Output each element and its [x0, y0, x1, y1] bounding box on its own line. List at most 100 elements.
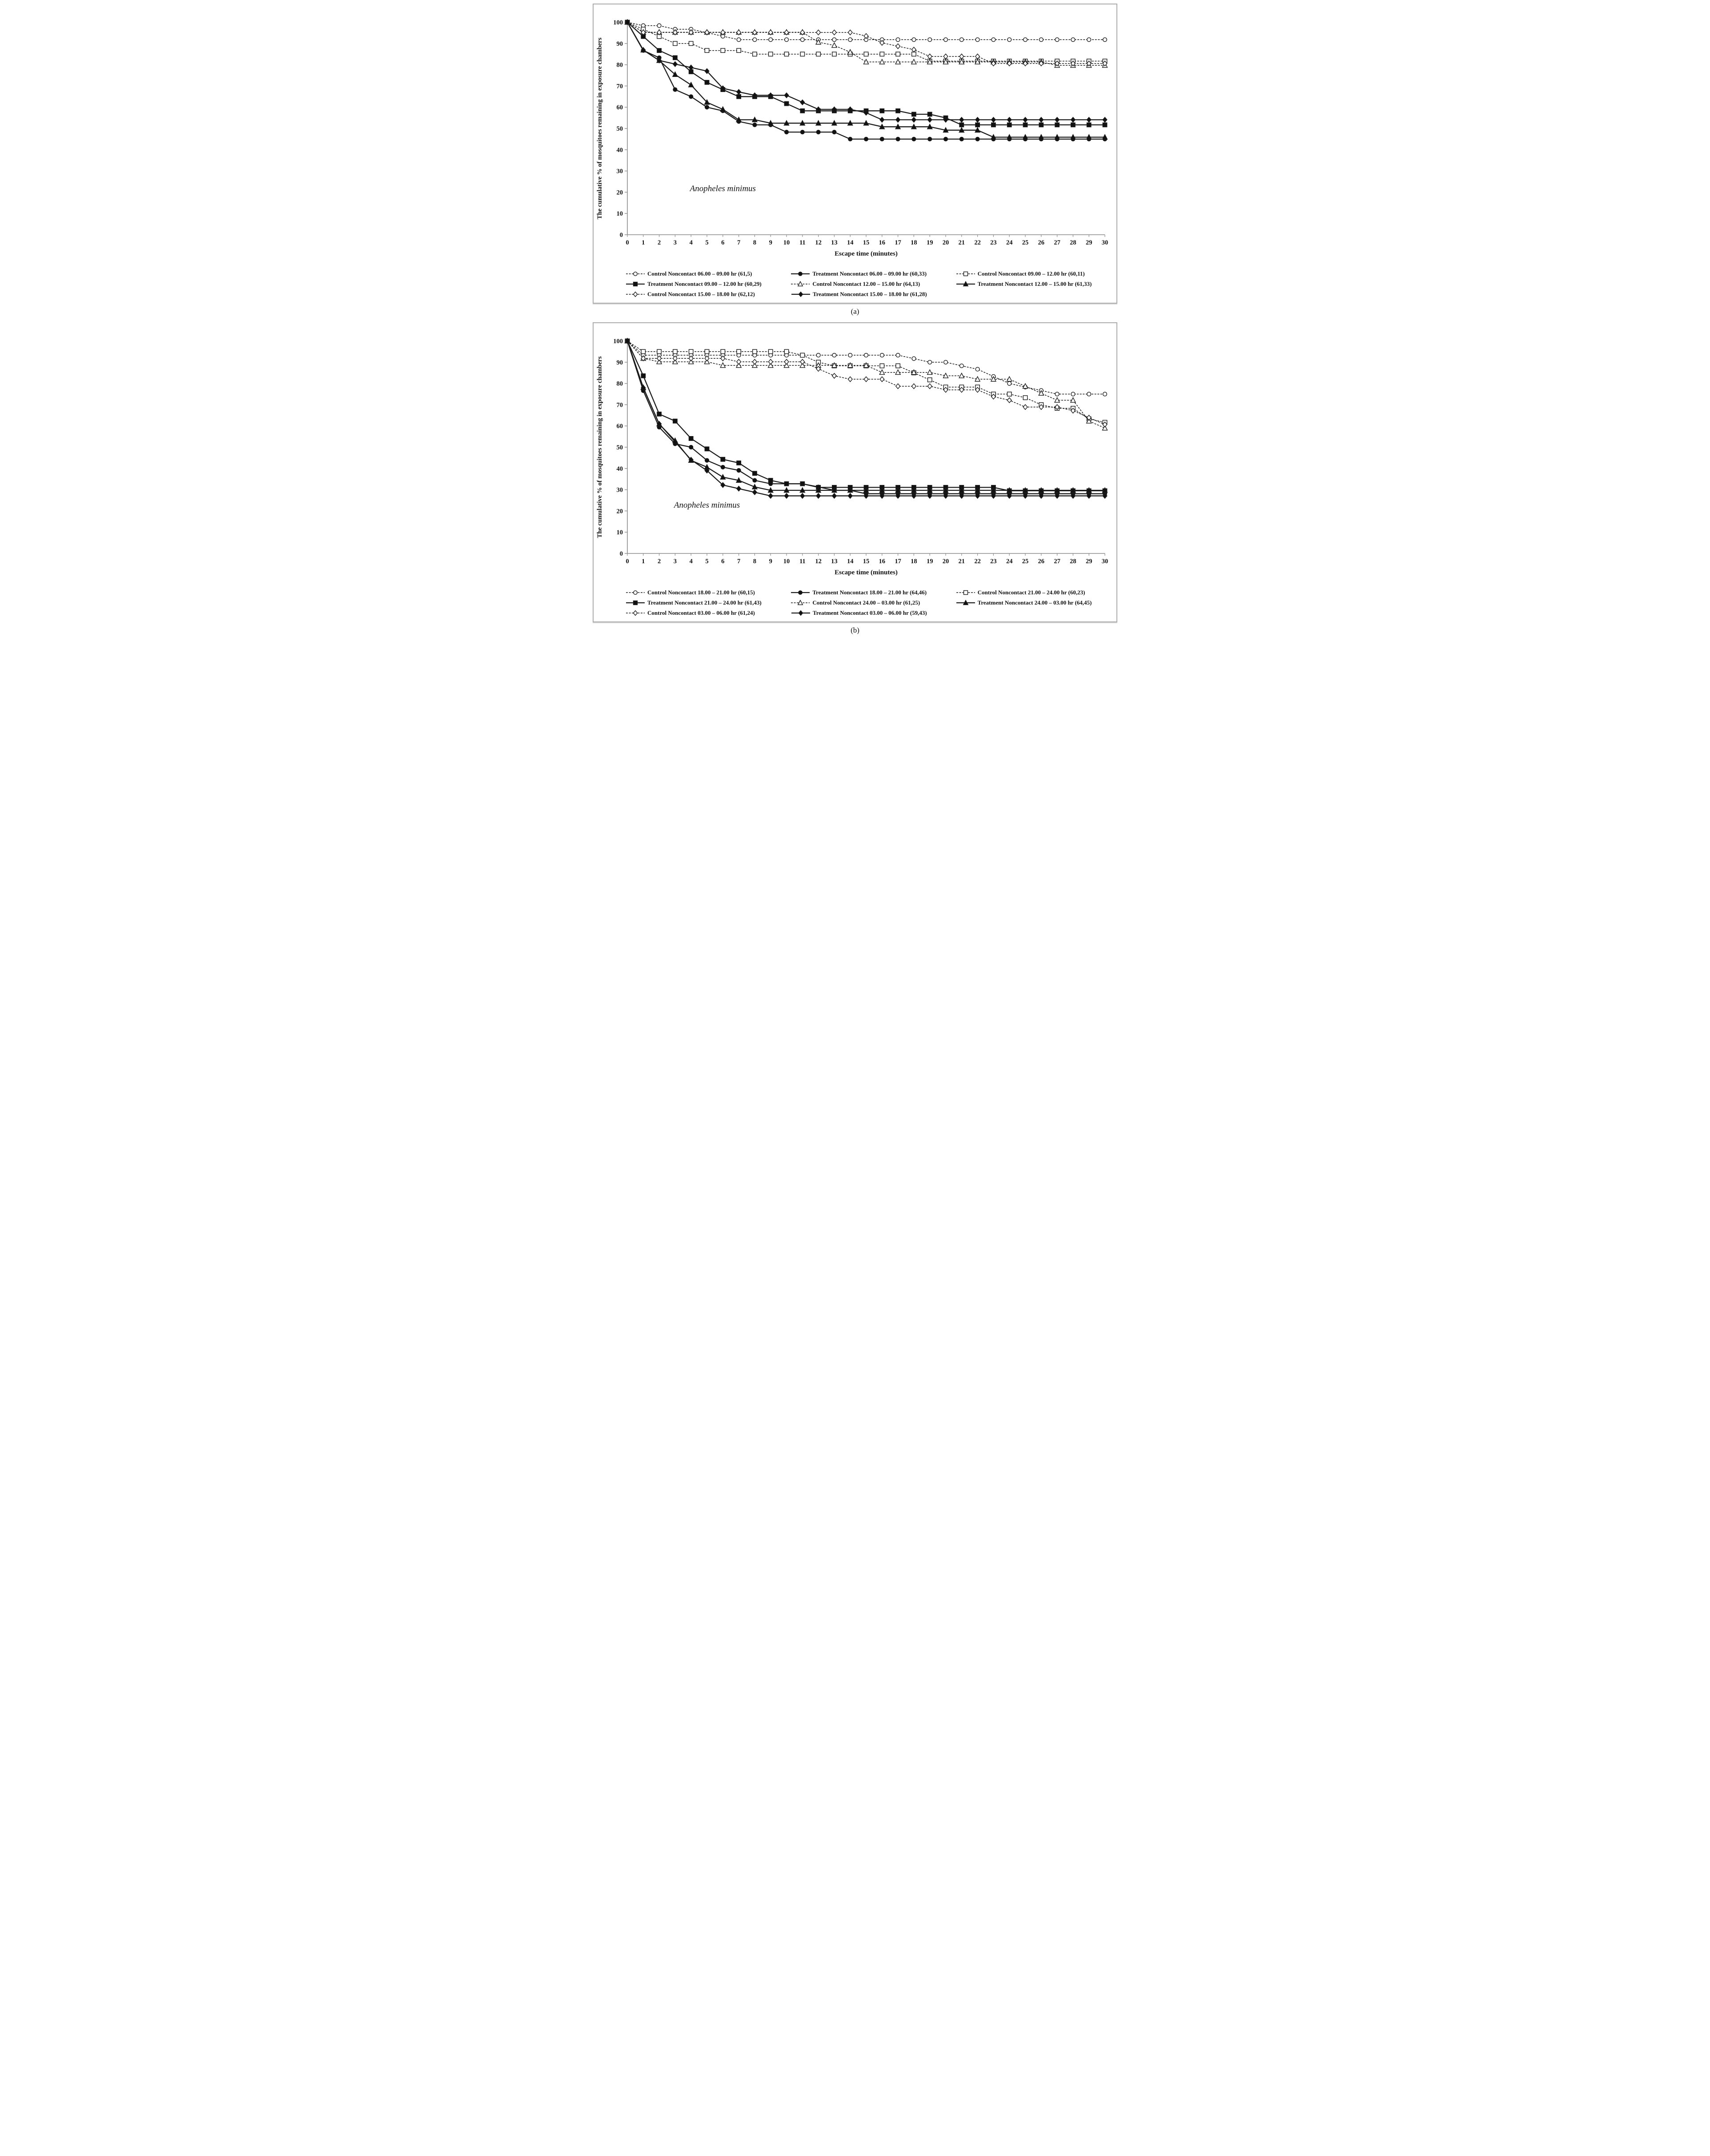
- open-square-marker-icon: [752, 52, 757, 57]
- open-square-marker-icon: [895, 52, 900, 57]
- x-tick-label: 24: [1006, 558, 1013, 565]
- filled-circle-marker-icon: [720, 465, 725, 470]
- filled-triangle-marker-icon: [959, 127, 965, 133]
- filled-diamond-marker-icon: [768, 92, 773, 99]
- y-tick-label: 80: [617, 381, 623, 388]
- x-axis-title: Escape time (minutes): [835, 250, 898, 257]
- open-triangle-marker-icon: [831, 362, 838, 368]
- filled-triangle-marker-icon: [1102, 134, 1108, 140]
- filled-diamond-marker-icon: [625, 338, 630, 344]
- filled-diamond-marker-icon: [895, 493, 901, 499]
- legend-item: Control Noncontact 03.00 – 06.00 hr (61,…: [626, 608, 791, 618]
- filled-triangle-marker-icon: [720, 473, 726, 480]
- y-tick-label: 70: [617, 83, 623, 90]
- filled-diamond-marker-icon: [784, 493, 789, 499]
- open-circle-marker-icon: [1102, 37, 1108, 42]
- filled-triangle-marker-icon: [863, 120, 869, 126]
- filled-circle-marker-icon: [832, 130, 837, 135]
- open-diamond-marker-icon: [784, 359, 789, 365]
- open-diamond-marker-icon: [831, 29, 837, 36]
- filled-diamond-marker-icon: [815, 493, 821, 499]
- filled-square-marker-icon: [1102, 122, 1108, 128]
- filled-triangle-marker-icon: [963, 599, 969, 605]
- x-tick-label: 11: [799, 558, 806, 565]
- open-circle-marker-icon: [959, 363, 964, 369]
- filled-diamond-marker-icon: [847, 493, 853, 499]
- filled-square-marker-icon: [768, 478, 773, 483]
- species-label: Anopheles minimus: [673, 501, 740, 510]
- open-circle-marker-icon: [927, 37, 932, 42]
- legend-swatch-filled-circle: [791, 271, 810, 276]
- legend-swatch-open-circle: [626, 271, 645, 276]
- filled-circle-marker-icon: [689, 94, 694, 99]
- filled-diamond-marker-icon: [688, 64, 694, 71]
- filled-triangle-marker-icon: [963, 281, 969, 286]
- x-tick-label: 16: [879, 239, 886, 246]
- legend-swatch-filled-diamond: [791, 610, 810, 616]
- legend-swatch-open-diamond: [626, 291, 645, 297]
- open-diamond-marker-icon: [1054, 404, 1060, 410]
- open-triangle-marker-icon: [927, 369, 933, 375]
- x-tick-label: 5: [705, 239, 708, 246]
- filled-square-marker-icon: [1023, 122, 1028, 128]
- x-tick-label: 15: [863, 239, 870, 246]
- filled-diamond-marker-icon: [1023, 116, 1028, 123]
- open-diamond-marker-icon: [1102, 60, 1108, 67]
- filled-triangle-marker-icon: [799, 120, 806, 126]
- legend-label: Treatment Noncontact 18.00 – 21.00 hr (6…: [812, 589, 927, 596]
- y-tick-label: 100: [613, 338, 623, 345]
- x-tick-label: 18: [911, 558, 917, 565]
- open-diamond-marker-icon: [736, 359, 742, 365]
- open-diamond-marker-icon: [800, 359, 805, 365]
- legend-swatch-filled-triangle: [956, 281, 975, 286]
- filled-diamond-marker-icon: [768, 493, 773, 499]
- filled-triangle-marker-icon: [1038, 487, 1044, 493]
- x-tick-label: 4: [690, 558, 693, 565]
- x-tick-label: 21: [959, 239, 965, 246]
- legend-item: Control Noncontact 09.00 – 12.00 hr (60,…: [956, 268, 1116, 279]
- filled-triangle-marker-icon: [1086, 487, 1092, 493]
- x-tick-label: 17: [895, 239, 901, 246]
- y-axis-title: The cumulative % of mosquitoes remaining…: [596, 37, 603, 219]
- open-diamond-marker-icon: [959, 53, 964, 60]
- filled-circle-marker-icon: [863, 136, 869, 141]
- legend-row: Treatment Noncontact 21.00 – 24.00 hr (6…: [626, 597, 1116, 608]
- legend-label: Treatment Noncontact 15.00 – 18.00 hr (6…: [813, 291, 927, 297]
- open-triangle-marker-icon: [1022, 383, 1028, 389]
- open-triangle-marker-icon: [943, 58, 949, 64]
- filled-diamond-marker-icon: [688, 457, 694, 463]
- filled-circle-marker-icon: [784, 130, 789, 135]
- legend-label: Control Noncontact 21.00 – 24.00 hr (60,…: [977, 589, 1085, 596]
- open-circle-marker-icon: [943, 360, 948, 365]
- filled-square-marker-icon: [633, 281, 638, 286]
- filled-diamond-marker-icon: [1039, 493, 1044, 499]
- x-tick-label: 3: [674, 558, 677, 565]
- filled-triangle-marker-icon: [1070, 134, 1076, 140]
- open-diamond-marker-icon: [927, 53, 932, 60]
- legend-label: Control Noncontact 06.00 – 09.00 hr (61,…: [647, 270, 752, 277]
- legend-row: Control Noncontact 03.00 – 06.00 hr (61,…: [626, 608, 1116, 618]
- filled-diamond-marker-icon: [704, 467, 710, 474]
- y-tick-label: 90: [617, 40, 623, 48]
- open-square-marker-icon: [963, 271, 968, 276]
- open-circle-marker-icon: [879, 353, 884, 358]
- open-triangle-marker-icon: [990, 376, 997, 382]
- open-circle-marker-icon: [895, 37, 900, 42]
- open-diamond-marker-icon: [959, 387, 964, 393]
- filled-triangle-marker-icon: [879, 487, 885, 493]
- filled-diamond-marker-icon: [1054, 493, 1060, 499]
- legend-swatch-open-triangle: [791, 599, 810, 605]
- x-tick-label: 7: [737, 558, 740, 565]
- filled-triangle-marker-icon: [1022, 487, 1028, 493]
- open-triangle-marker-icon: [911, 369, 917, 375]
- open-diamond-marker-icon: [1023, 60, 1028, 67]
- open-diamond-marker-icon: [879, 40, 885, 46]
- y-tick-label: 40: [617, 147, 623, 154]
- legend-item: Treatment Noncontact 12.00 – 15.00 hr (6…: [956, 279, 1116, 289]
- filled-square-marker-icon: [672, 55, 678, 60]
- open-circle-marker-icon: [1071, 37, 1076, 42]
- open-diamond-marker-icon: [815, 29, 821, 36]
- open-diamond-marker-icon: [927, 383, 932, 389]
- filled-square-marker-icon: [959, 122, 964, 128]
- filled-circle-marker-icon: [736, 468, 741, 473]
